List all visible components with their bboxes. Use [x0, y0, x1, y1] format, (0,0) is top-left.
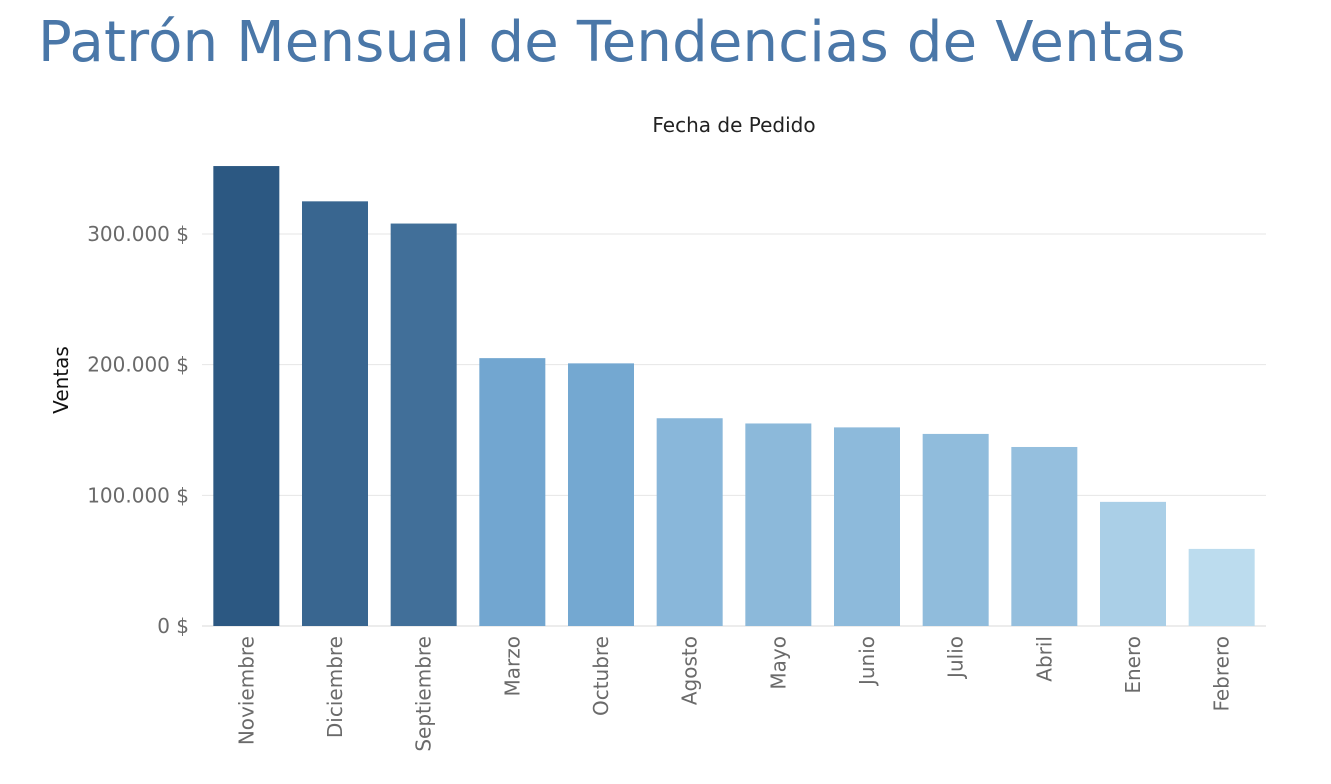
bars — [213, 166, 1255, 627]
bar-abril[interactable] — [1011, 446, 1078, 626]
bar-julio[interactable] — [922, 433, 989, 626]
x-tick-label: Noviembre — [234, 636, 258, 745]
bar-diciembre[interactable] — [302, 201, 368, 627]
x-tick-label: Abril — [1032, 636, 1056, 682]
chart-title: Fecha de Pedido — [652, 113, 815, 137]
bar-mayo[interactable] — [745, 423, 812, 626]
x-tick-label: Agosto — [678, 636, 702, 705]
bar-septiembre[interactable] — [390, 223, 457, 626]
bar-octubre[interactable] — [568, 363, 634, 626]
y-tick-label: 100.000 $ — [87, 483, 189, 507]
x-axis-ticks: Noviembre Diciembre Septiembre Marzo Octubre… — [234, 636, 1233, 752]
bar-agosto[interactable] — [656, 418, 723, 626]
y-tick-label: 300.000 $ — [87, 222, 189, 246]
bar-junio[interactable] — [834, 427, 900, 626]
bar-marzo[interactable] — [479, 358, 546, 626]
x-tick-label: Mayo — [766, 636, 790, 690]
y-axis-label: Ventas — [49, 346, 73, 414]
gridlines — [202, 233, 1266, 627]
x-tick-label: Diciembre — [323, 636, 347, 738]
bar-noviembre[interactable] — [213, 166, 280, 626]
x-tick-label: Febrero — [1210, 636, 1234, 712]
bar-febrero[interactable] — [1188, 548, 1255, 626]
y-tick-label: 0 $ — [157, 614, 189, 638]
x-tick-label: Enero — [1121, 636, 1145, 694]
x-tick-label: Octubre — [589, 636, 613, 716]
bar-enero[interactable] — [1100, 501, 1166, 626]
y-tick-label: 200.000 $ — [87, 353, 189, 377]
page-title: Patrón Mensual de Tendencias de Ventas — [38, 10, 1186, 75]
y-axis-ticks: 0 $ 100.000 $ 200.000 $ 300.000 $ — [87, 222, 189, 638]
x-tick-label: Marzo — [500, 636, 524, 696]
x-tick-label: Junio — [855, 636, 879, 687]
x-tick-label: Septiembre — [412, 636, 436, 752]
x-tick-label: Julio — [944, 636, 968, 680]
